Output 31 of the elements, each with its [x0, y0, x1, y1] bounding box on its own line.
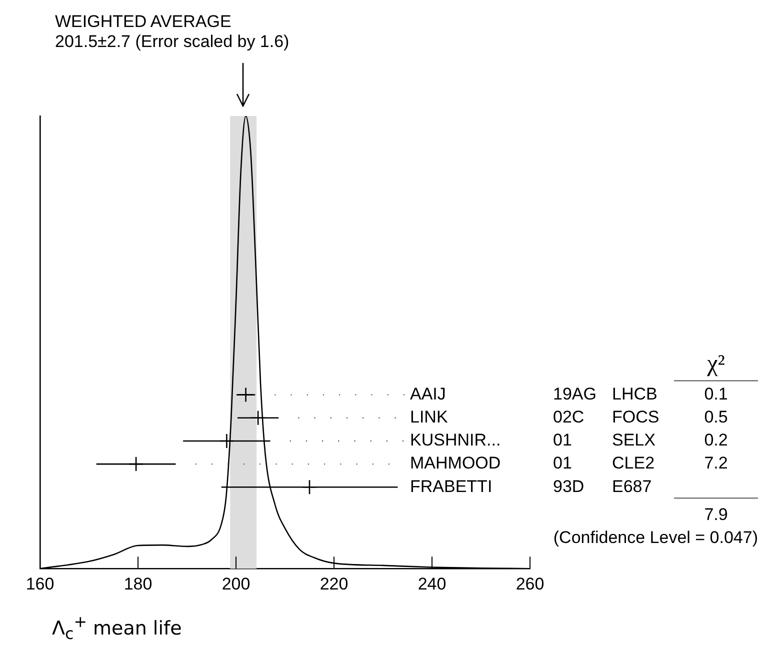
- text: 02C: [553, 408, 584, 427]
- x-tick-label: 260: [516, 574, 544, 594]
- x-tick-label: 220: [320, 574, 348, 594]
- text: 01: [553, 454, 572, 473]
- text: 0.2: [704, 430, 728, 450]
- annotation: KUSHNIR...: [410, 430, 501, 450]
- x-tick-label: 200: [222, 574, 250, 594]
- text: (Confidence Level = 0.047): [553, 528, 758, 547]
- x-tick-label: 180: [124, 574, 152, 594]
- text: E687: [612, 476, 652, 496]
- annotation: MAHMOOD: [410, 454, 501, 473]
- chart-subtitle: 201.5±2.7 (Error scaled by 1.6): [55, 32, 290, 52]
- text: 93D: [553, 476, 584, 496]
- text: 7.2: [704, 454, 728, 473]
- text: FOCS: [612, 408, 660, 427]
- text: 19AG: [553, 384, 596, 404]
- text: 0.5: [704, 408, 728, 427]
- text: 7.9: [704, 504, 728, 524]
- chart-title: WEIGHTED AVERAGE: [55, 12, 232, 32]
- text: SELX: [612, 430, 656, 450]
- text: LHCB: [612, 384, 658, 404]
- annotation: FRABETTI: [410, 476, 492, 496]
- annotation: AAIJ: [410, 384, 446, 404]
- text: 01: [553, 430, 572, 450]
- x-tick-label: 160: [26, 574, 54, 594]
- text: 0.1: [704, 384, 728, 404]
- text: χ²: [706, 350, 725, 377]
- x-tick-label: 240: [418, 574, 446, 594]
- text: CLE2: [612, 454, 655, 473]
- annotation: LINK: [410, 408, 448, 427]
- x-axis-title: Λ$_{c}$$^{+}$ mean life: [52, 612, 182, 644]
